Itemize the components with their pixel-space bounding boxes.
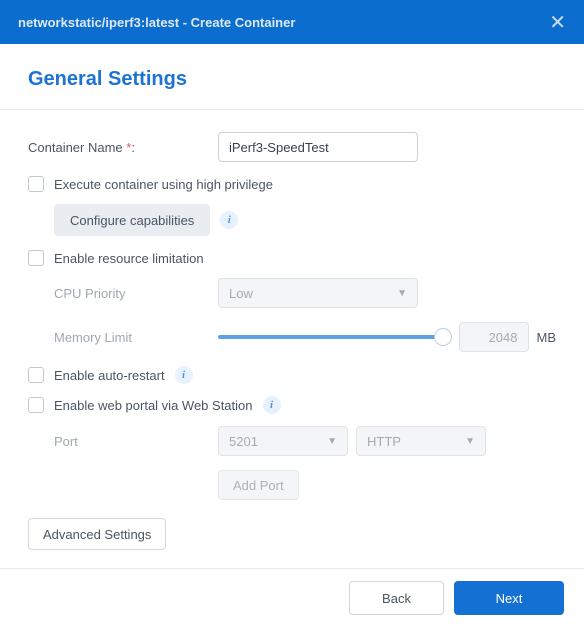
resource-limit-label: Enable resource limitation (54, 251, 204, 266)
info-icon[interactable]: i (263, 396, 281, 414)
port-value: 5201 (229, 434, 258, 449)
back-button[interactable]: Back (349, 581, 444, 615)
info-icon[interactable]: i (220, 211, 238, 229)
auto-restart-checkbox[interactable] (28, 367, 44, 383)
resource-limit-row: Enable resource limitation (28, 250, 556, 266)
high-privilege-checkbox[interactable] (28, 176, 44, 192)
auto-restart-label: Enable auto-restart (54, 368, 165, 383)
configure-capabilities-button[interactable]: Configure capabilities (54, 204, 210, 236)
cpu-priority-value: Low (229, 286, 253, 301)
cpu-priority-select: Low ▼ (218, 278, 418, 308)
memory-limit-row: Memory Limit MB (54, 322, 556, 352)
add-port-button: Add Port (218, 470, 299, 500)
memory-unit: MB (537, 330, 557, 345)
info-icon[interactable]: i (175, 366, 193, 384)
memory-slider-thumb (434, 328, 452, 346)
port-select: 5201 ▼ (218, 426, 348, 456)
high-privilege-label: Execute container using high privilege (54, 177, 273, 192)
titlebar: networkstatic/iperf3:latest - Create Con… (0, 0, 584, 44)
memory-slider (218, 335, 443, 339)
resource-limit-checkbox[interactable] (28, 250, 44, 266)
protocol-value: HTTP (367, 434, 401, 449)
page-title: General Settings (28, 68, 556, 91)
footer: Back Next (0, 568, 584, 627)
container-name-input[interactable] (218, 132, 418, 162)
chevron-down-icon: ▼ (397, 288, 407, 299)
auto-restart-row: Enable auto-restart i (28, 366, 556, 384)
chevron-down-icon: ▼ (327, 436, 337, 447)
protocol-select: HTTP ▼ (356, 426, 486, 456)
high-privilege-row: Execute container using high privilege (28, 176, 556, 192)
memory-limit-input (459, 322, 529, 352)
port-row: Port 5201 ▼ HTTP ▼ (54, 426, 556, 456)
cpu-priority-row: CPU Priority Low ▼ (54, 278, 556, 308)
container-name-row: Container Name *: (28, 132, 556, 162)
memory-limit-label: Memory Limit (54, 330, 218, 345)
content-area: Container Name *: Execute container usin… (0, 110, 584, 568)
window-title: networkstatic/iperf3:latest - Create Con… (18, 15, 295, 30)
web-portal-checkbox[interactable] (28, 397, 44, 413)
close-icon[interactable]: ✕ (543, 6, 572, 39)
advanced-settings-button[interactable]: Advanced Settings (28, 518, 166, 550)
container-name-label: Container Name *: (28, 140, 218, 155)
header-section: General Settings (0, 44, 584, 110)
port-label: Port (54, 434, 218, 449)
web-portal-label: Enable web portal via Web Station (54, 398, 253, 413)
web-portal-row: Enable web portal via Web Station i (28, 396, 556, 414)
chevron-down-icon: ▼ (465, 436, 475, 447)
next-button[interactable]: Next (454, 581, 564, 615)
cpu-priority-label: CPU Priority (54, 286, 218, 301)
